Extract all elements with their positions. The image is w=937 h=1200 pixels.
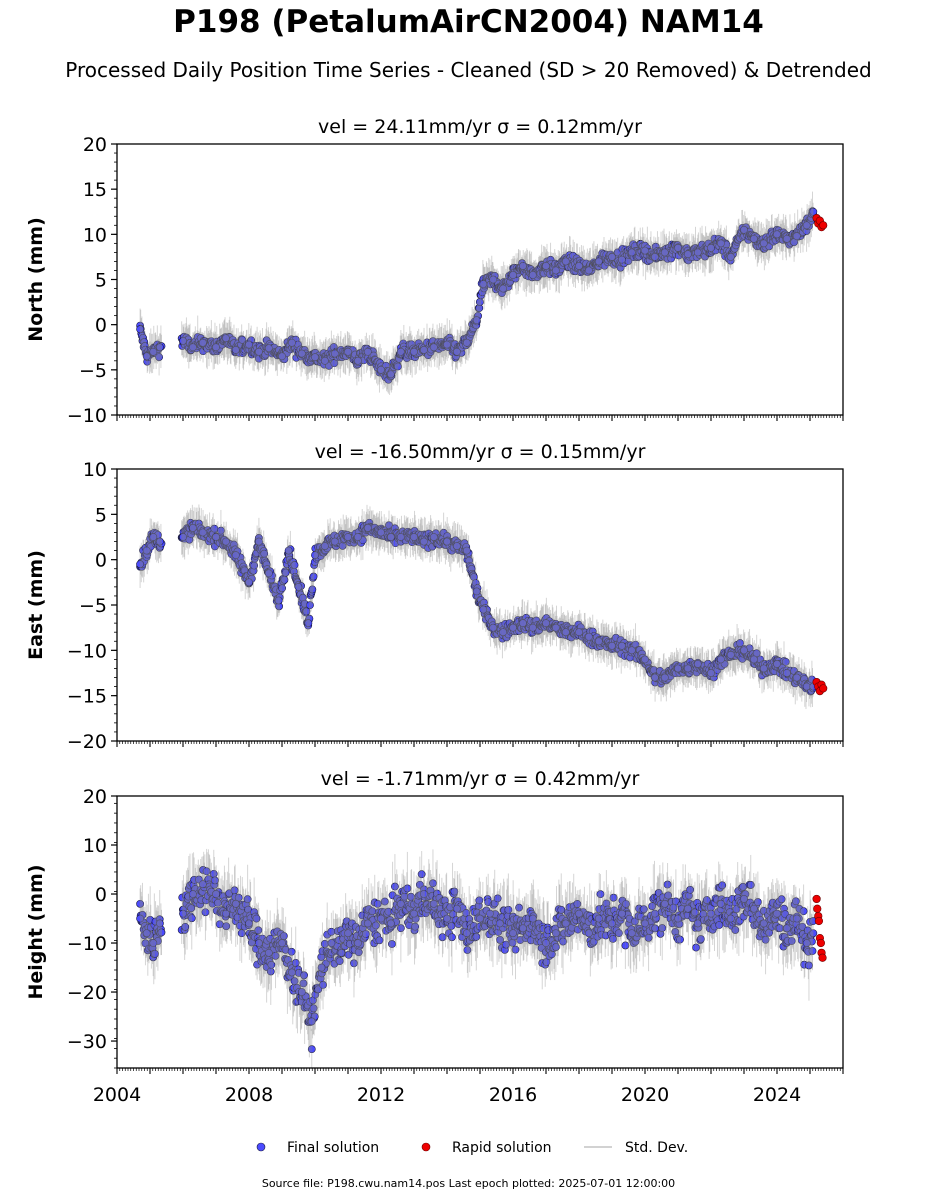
- y-tick-label: −5: [79, 595, 107, 617]
- final-point: [238, 335, 247, 344]
- y-tick-label: 20: [83, 134, 107, 156]
- y-tick-label: −10: [67, 640, 107, 662]
- y-axis-label: North (mm): [25, 217, 47, 342]
- y-tick-label: 10: [83, 224, 107, 246]
- panel-north: vel = 24.11mm/yr σ = 0.12mm/yr North (mm)…: [25, 116, 844, 427]
- page-subtitle: Processed Daily Position Time Series - C…: [65, 58, 872, 82]
- y-tick-label: 0: [95, 550, 107, 572]
- y-tick-label: −10: [67, 405, 107, 427]
- y-tick-label: −15: [67, 686, 107, 708]
- y-tick-label: −20: [67, 731, 107, 753]
- final-solution-points: [136, 207, 818, 384]
- page-title: P198 (PetalumAirCN2004) NAM14: [173, 4, 764, 40]
- std-dev-bars: [139, 504, 814, 710]
- panel-title: vel = -16.50mm/yr σ = 0.15mm/yr: [315, 441, 646, 463]
- panel-title: vel = 24.11mm/yr σ = 0.12mm/yr: [318, 116, 642, 138]
- std-dev-bars: [139, 191, 814, 395]
- y-tick-label: 5: [95, 504, 107, 526]
- final-point: [155, 353, 164, 362]
- y-tick-label: 0: [95, 315, 107, 337]
- y-axis-label: East (mm): [25, 550, 47, 660]
- rapid-point: [819, 684, 828, 693]
- panel-east: vel = -16.50mm/yr σ = 0.15mm/yr East (mm)…: [25, 441, 844, 753]
- y-tick-label: 10: [83, 459, 107, 481]
- y-tick-label: 15: [83, 179, 107, 201]
- y-tick-label: −5: [79, 360, 107, 382]
- rapid-point: [819, 221, 828, 230]
- y-tick-label: 5: [95, 270, 107, 292]
